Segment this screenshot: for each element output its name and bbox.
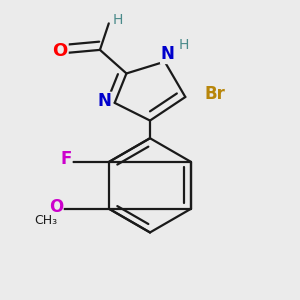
Text: F: F bbox=[60, 150, 72, 168]
Text: CH₃: CH₃ bbox=[34, 214, 57, 227]
Text: N: N bbox=[161, 45, 175, 63]
Text: Br: Br bbox=[205, 85, 225, 103]
Text: O: O bbox=[52, 42, 68, 60]
Text: N: N bbox=[98, 92, 111, 110]
Text: H: H bbox=[112, 14, 123, 27]
Text: O: O bbox=[49, 198, 63, 216]
Text: H: H bbox=[179, 38, 189, 52]
